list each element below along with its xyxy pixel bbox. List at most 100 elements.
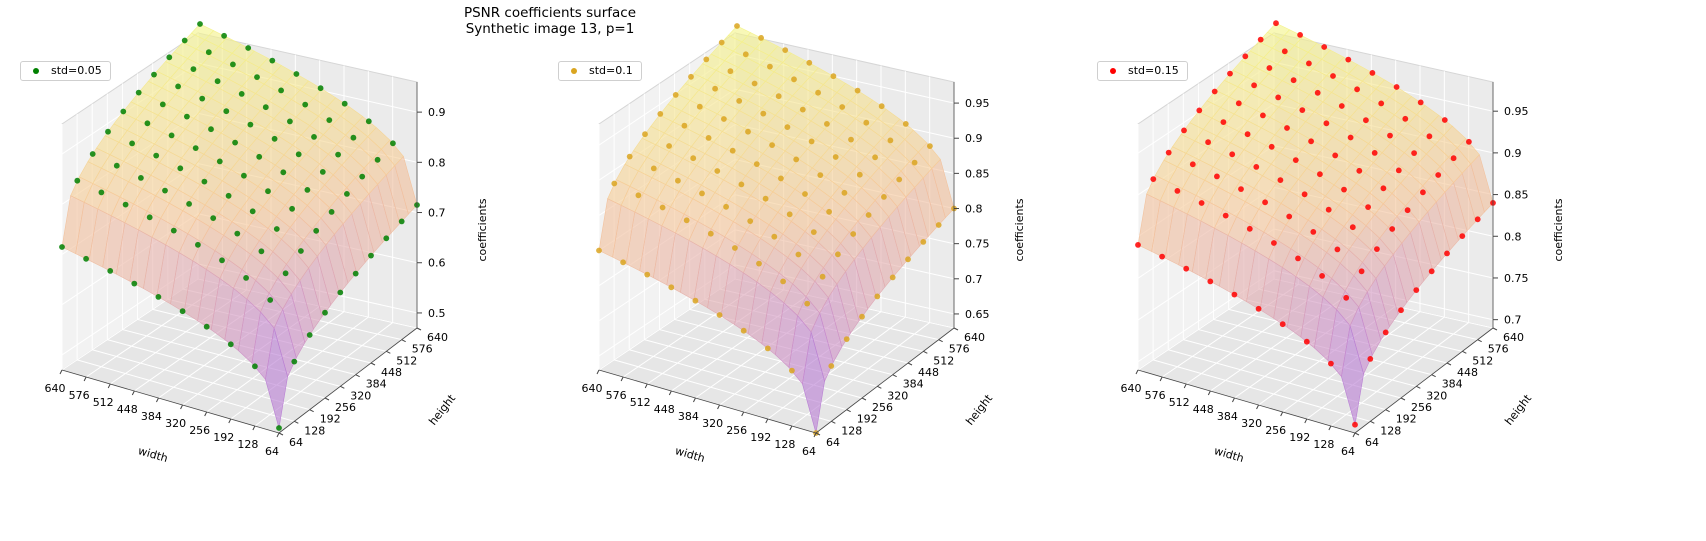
tick-mark: [644, 383, 648, 389]
tick-mark: [815, 432, 821, 436]
data-point: [1257, 36, 1264, 43]
width-tick-label: 448: [117, 403, 138, 416]
data-point: [1229, 151, 1236, 158]
data-point: [1341, 186, 1347, 193]
data-point: [841, 189, 848, 196]
data-point: [1159, 253, 1165, 260]
data-point: [1238, 186, 1244, 193]
height-tick-label: 576: [949, 343, 970, 356]
data-point: [732, 245, 738, 251]
data-point: [1420, 189, 1426, 196]
data-point: [238, 91, 245, 97]
data-point: [1347, 134, 1354, 141]
data-point: [245, 45, 252, 51]
tick-mark: [717, 404, 721, 410]
data-point: [672, 92, 679, 98]
surface: [1137, 22, 1494, 425]
data-point: [758, 35, 764, 41]
subplot-std-0-1: 640 576 512 448 384 320 256 192 128 64 64 128 192 256…: [537, 0, 1123, 537]
tick-mark: [789, 425, 793, 431]
tick-mark: [846, 409, 851, 413]
height-tick-label: 128: [841, 424, 862, 437]
width-tick-label: 192: [1289, 431, 1310, 444]
data-point: [1292, 157, 1299, 164]
z-tick-label: 0.85: [1504, 189, 1529, 202]
data-point: [276, 425, 282, 431]
width-axis-label: width: [137, 444, 170, 465]
scatter-points: [596, 23, 957, 436]
data-point: [1354, 86, 1360, 93]
tick-mark: [309, 409, 314, 413]
data-point: [889, 274, 896, 281]
data-point: [280, 169, 287, 176]
data-point: [780, 278, 786, 285]
data-point: [249, 208, 256, 215]
data-point: [786, 211, 793, 218]
plot-3d-std-0-05: 6405765124483843202561921286464128192256…: [45, 21, 489, 465]
data-point: [1244, 131, 1251, 138]
height-tick-label: 640: [964, 331, 985, 344]
data-point: [644, 271, 651, 278]
height-tick-label: 576: [1488, 343, 1509, 356]
height-axis-label: height: [1502, 391, 1534, 427]
data-point: [705, 135, 712, 141]
tick-mark: [1385, 409, 1390, 413]
data-point: [887, 137, 894, 144]
tick-mark: [276, 432, 280, 438]
data-point: [1426, 133, 1433, 140]
data-point: [878, 103, 885, 110]
legend-marker: [1110, 68, 1116, 74]
data-point: [835, 251, 841, 258]
data-point: [692, 297, 699, 304]
height-tick-label: 448: [381, 366, 402, 379]
tick-mark: [370, 362, 376, 366]
data-point: [927, 143, 933, 150]
data-point: [1428, 268, 1435, 275]
data-point: [1317, 171, 1323, 178]
tick-mark: [324, 397, 330, 401]
legend: std=0.15: [1097, 61, 1188, 81]
legend-label: std=0.1: [589, 64, 633, 77]
data-point: [1343, 294, 1350, 301]
data-point: [262, 104, 269, 111]
data-point: [179, 308, 186, 315]
legend-label: std=0.15: [1128, 64, 1179, 77]
data-point: [199, 95, 206, 102]
subplot-std-0-15: 640 576 512 448 384 320 256 192 128 64 64 128 192 256…: [1076, 0, 1662, 537]
tick-mark: [386, 350, 391, 354]
data-point: [98, 189, 105, 196]
data-point: [241, 172, 247, 179]
tick-mark: [278, 432, 284, 436]
height-tick-label: 640: [1503, 331, 1524, 344]
tick-mark: [596, 369, 600, 375]
tick-mark: [1431, 374, 1436, 378]
data-point: [1308, 138, 1314, 145]
tick-mark: [741, 411, 745, 417]
data-point: [359, 173, 366, 180]
data-point: [817, 172, 824, 179]
data-point: [1262, 199, 1268, 206]
height-tick-label: 448: [918, 366, 939, 379]
data-point: [201, 178, 208, 185]
axis-width: [1137, 369, 1356, 434]
data-point: [716, 312, 723, 318]
data-point: [635, 192, 642, 199]
data-point: [729, 147, 736, 154]
data-point: [234, 230, 241, 237]
data-point: [1328, 360, 1334, 367]
axis-lines: [61, 82, 418, 434]
height-tick-label: 320: [350, 389, 371, 402]
data-point: [699, 190, 705, 197]
z-tick-label: 0.8: [965, 203, 983, 216]
data-point: [1253, 164, 1260, 170]
height-tick-label: 512: [933, 354, 954, 367]
data-point: [295, 151, 302, 158]
data-point: [1413, 287, 1420, 293]
data-point: [745, 128, 751, 135]
data-point: [1277, 177, 1284, 184]
data-point: [190, 66, 197, 72]
tick-mark: [861, 397, 867, 401]
data-point: [368, 252, 374, 259]
data-point: [287, 118, 293, 125]
tick-mark: [294, 420, 299, 424]
